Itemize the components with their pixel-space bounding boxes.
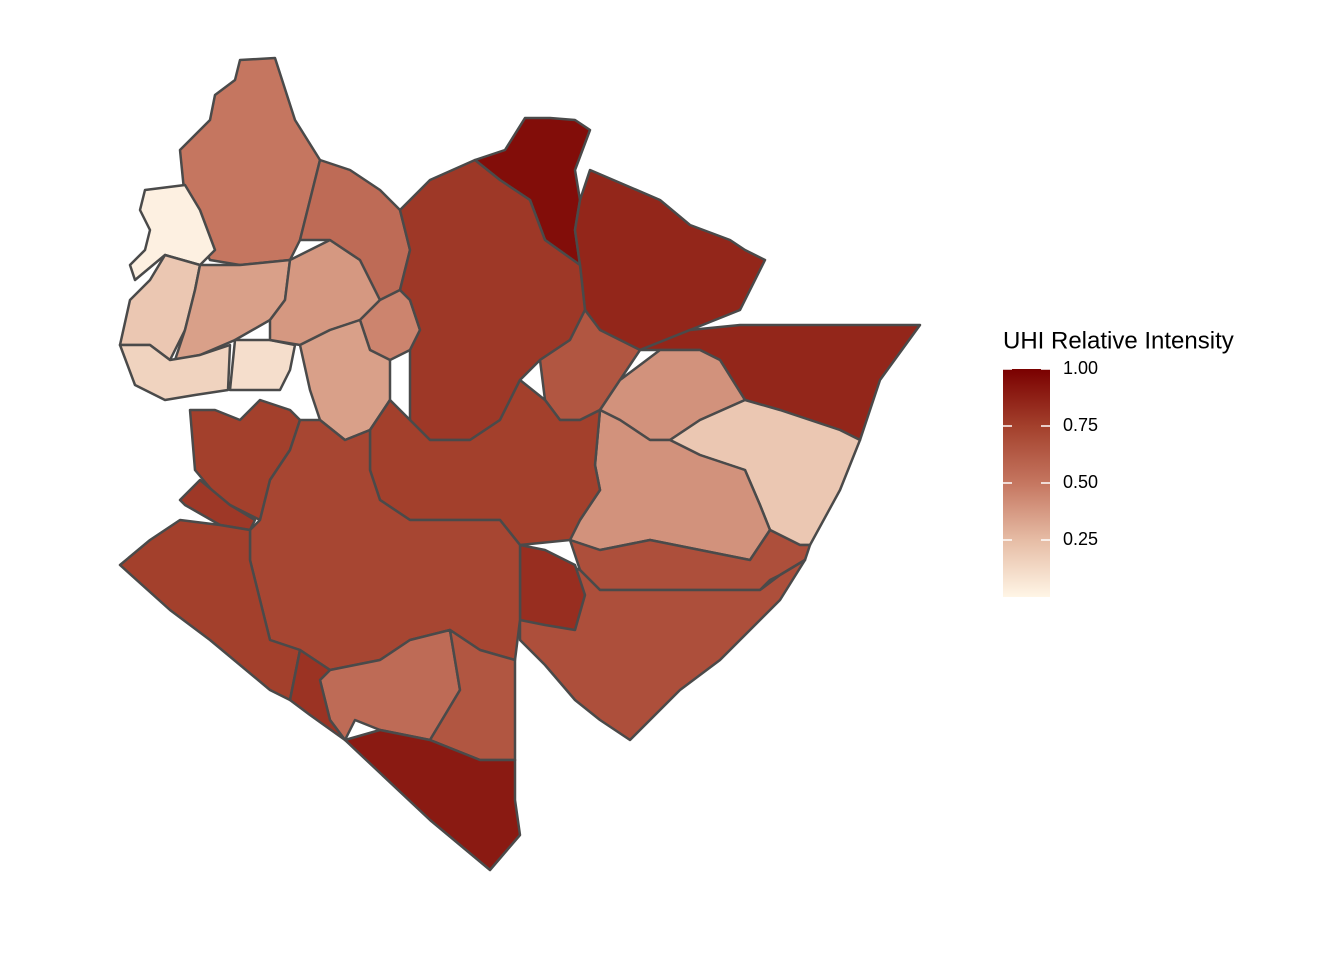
region (228, 338, 297, 392)
legend-tick-label: 0.75 (1063, 415, 1098, 435)
regions (118, 56, 922, 872)
region (128, 183, 217, 282)
region (343, 728, 522, 872)
region (573, 168, 767, 352)
legend-tick-label: 1.00 (1063, 358, 1098, 378)
region (178, 478, 257, 532)
region (518, 543, 807, 742)
region (118, 518, 302, 702)
legend: 0.25 0.50 0.75 1.00 (1003, 358, 1098, 549)
legend-tick-label: 0.50 (1063, 472, 1098, 492)
region (178, 56, 322, 267)
region (288, 648, 347, 742)
legend-title: UHI Relative Intensity (1003, 327, 1234, 354)
region (118, 343, 232, 402)
legend-tick-label: 0.25 (1063, 529, 1098, 549)
region (518, 543, 587, 632)
